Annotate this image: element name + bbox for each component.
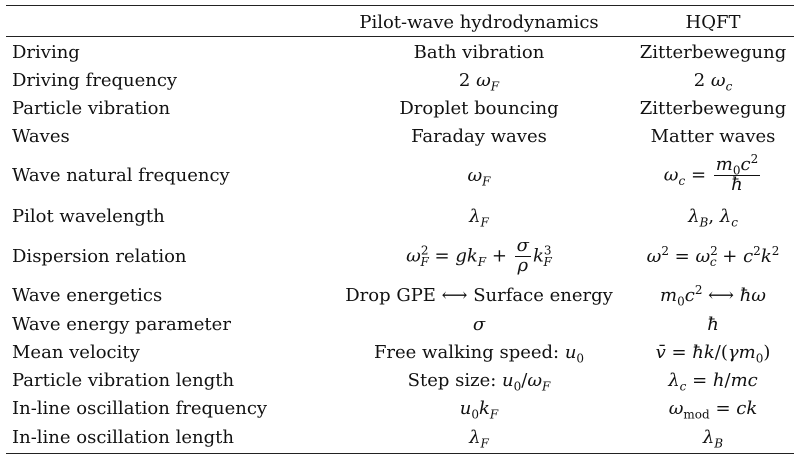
hqft-cell: ω2 = ω2c + c2k2 [646,243,780,270]
bottom-rule [6,453,794,455]
hqft-cell: λB [702,426,724,451]
pwh-cell: λF [469,426,489,451]
row-label: Particle vibration [12,97,171,119]
row-label: In-line oscillation frequency [12,397,268,419]
row-label: In-line oscillation length [12,426,234,448]
row-label: Mean velocity [12,341,140,363]
table-row: Driving frequency 2 ωF 2 ωc [6,66,794,94]
hqft-cell: ωc = m0c2 ħ [663,151,761,195]
pwh-cell: Droplet bouncing [399,97,559,119]
table-row: Particle vibration Droplet bouncing Zitt… [6,94,794,122]
hqft-cell: v̄ = ħk/(γm0) [655,341,771,366]
row-label: Wave natural frequency [12,164,230,186]
pwh-cell: Bath vibration [413,41,545,63]
pwh-cell: ω2F = gkF + σ ρ k3F [406,234,552,276]
pwh-cell: σ [472,313,486,335]
pwh-cell: ωF [467,164,491,189]
pwh-cell: 2 ωF [458,69,500,94]
hqft-cell: m0c2 ⟷ ħω [660,282,766,309]
row-label: Driving [12,41,80,63]
pwh-cell: Drop GPE ⟷ Surface energy [345,284,613,306]
hqft-cell: Zitterbewegung [639,97,787,119]
table-row: Dispersion relation ω2F = gkF + σ ρ k3F ω2… [6,232,794,280]
table-row: Driving Bath vibration Zitterbewegung [6,38,794,66]
row-label: Wave energetics [12,284,163,306]
table-row: Pilot wavelength λF λB, λc [6,200,794,232]
pwh-cell: Free walking speed: u0 [373,341,585,366]
table-row: Wave energetics Drop GPE ⟷ Surface energ… [6,280,794,310]
table-row: Wave energy parameter σ ħ [6,310,794,338]
table-row: In-line oscillation length λF λB [6,422,794,452]
pwh-cell: λF [469,205,489,230]
row-label: Wave energy parameter [12,313,231,335]
header-row: Pilot-wave hydrodynamics HQFT [6,9,794,35]
row-label: Dispersion relation [12,245,187,267]
table-row: Waves Faraday waves Matter waves [6,122,794,150]
hqft-cell: 2 ωc [693,69,733,94]
hqft-cell: Zitterbewegung [639,41,787,63]
hqft-cell: ħ [707,313,719,335]
table-row: In-line oscillation frequency u0kF ωmod … [6,394,794,422]
row-label: Waves [12,125,70,147]
hqft-cell: ωmod = ck [668,397,758,422]
hqft-cell: λc = h/mc [668,369,758,394]
top-rule [6,5,794,7]
table-row: Mean velocity Free walking speed: u0 v̄ … [6,338,794,366]
header-hqft: HQFT [685,11,741,33]
table-row: Wave natural frequency ωF ωc = m0c2 ħ [6,150,794,200]
row-label: Pilot wavelength [12,205,165,227]
table-row: Particle vibration length Step size: u0/… [6,366,794,394]
header-rule [6,36,794,38]
pwh-cell: Step size: u0/ωF [407,369,551,394]
header-pwh: Pilot-wave hydrodynamics [359,11,599,33]
pwh-cell: u0kF [459,397,499,422]
row-label: Particle vibration length [12,369,235,391]
pwh-cell: Faraday waves [411,125,547,147]
hqft-cell: λB, λc [688,205,738,230]
hqft-cell: Matter waves [650,125,776,147]
row-label: Driving frequency [12,69,178,91]
